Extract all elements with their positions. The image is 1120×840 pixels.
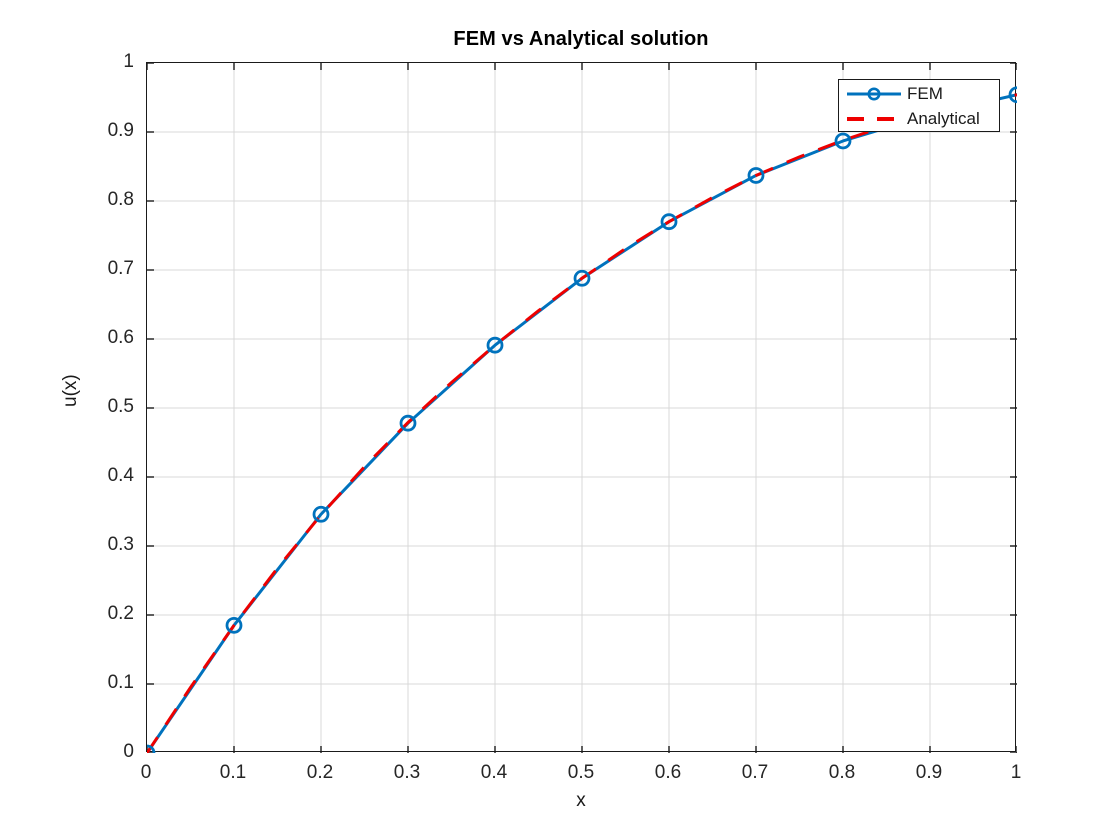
y-axis-label: u(x) xyxy=(60,374,81,407)
legend-entry-analytical[interactable]: Analytical xyxy=(839,106,1001,132)
data-point xyxy=(747,167,765,184)
legend-box[interactable]: FEM Analytical xyxy=(838,79,1000,132)
x-tick-label: 0.4 xyxy=(480,762,508,783)
plot-axes xyxy=(146,62,1017,753)
legend-sample-analytical xyxy=(845,107,903,131)
series-markers-fem xyxy=(147,86,1017,753)
x-tick-label: 1 xyxy=(1010,762,1022,783)
x-tick-label: 0.1 xyxy=(219,762,247,783)
data-point xyxy=(834,132,852,150)
data-point xyxy=(486,336,504,354)
legend-entry-fem[interactable]: FEM xyxy=(839,81,1001,107)
x-tick-label: 0.3 xyxy=(393,762,421,783)
plot-drawing-area xyxy=(147,63,1017,753)
data-point xyxy=(399,414,417,432)
plot-title: FEM vs Analytical solution xyxy=(453,28,709,50)
data-point xyxy=(573,269,591,287)
series-line-analytical xyxy=(147,93,1017,753)
x-tick-label: 0.7 xyxy=(741,762,769,783)
data-point xyxy=(312,505,330,523)
data-point xyxy=(660,213,678,231)
legend-label-analytical: Analytical xyxy=(907,109,980,128)
x-tick-label: 0.6 xyxy=(654,762,682,783)
x-tick-label: 0 xyxy=(140,762,152,783)
x-tick-label: 0.5 xyxy=(567,762,595,783)
legend-label-fem: FEM xyxy=(907,84,943,103)
data-point xyxy=(225,616,243,634)
x-tick-label: 0.2 xyxy=(306,762,334,783)
tick-marks xyxy=(147,63,1017,753)
x-tick-label: 0.9 xyxy=(915,762,943,783)
x-tick-label: 0.8 xyxy=(828,762,856,783)
grid-lines xyxy=(147,63,1017,753)
data-point xyxy=(1008,86,1017,104)
x-axis-label: x xyxy=(576,790,586,811)
legend-sample-fem xyxy=(845,82,903,106)
